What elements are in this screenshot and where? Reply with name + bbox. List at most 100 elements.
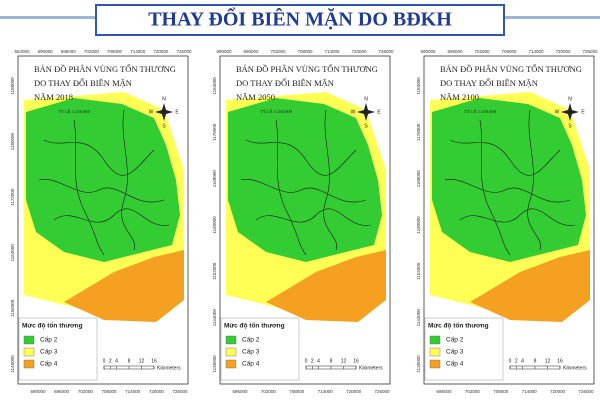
bottom-coordinate: 720000 <box>550 389 566 394</box>
top-coordinate: 726000 <box>582 49 598 54</box>
left-coordinate: 1184000 <box>212 77 217 95</box>
river <box>43 139 155 176</box>
left-coordinate: 1152000 <box>212 262 217 280</box>
river <box>449 139 561 176</box>
scale-ratio: TỶ LỆ 1:250.000 <box>464 109 497 114</box>
top-coordinate: 714000 <box>528 49 544 54</box>
scale-label: 16 <box>151 358 157 364</box>
top-coordinate: 702000 <box>270 49 286 54</box>
river <box>275 119 307 256</box>
scale-label: 4 <box>115 358 118 364</box>
bottom-coordinate: 696000 <box>232 389 248 394</box>
top-coordinate: 720000 <box>153 49 169 54</box>
scale-label: 0 <box>305 358 308 364</box>
river <box>121 109 135 251</box>
scale-label: 12 <box>545 358 551 364</box>
legend-title: Mức độ tổn thương <box>224 322 285 330</box>
scale-unit: Kilometers <box>359 365 383 371</box>
compass-label: E <box>581 109 585 115</box>
left-coordinate: 1160000 <box>212 216 217 234</box>
top-coordinate: 696000 <box>243 49 259 54</box>
bottom-coordinate: 696000 <box>436 389 452 394</box>
river <box>323 109 337 251</box>
legend-swatch <box>429 347 441 357</box>
compass-rose <box>155 103 173 121</box>
legend-label: Cấp 4 <box>242 359 260 368</box>
legend-label: Cấp 2 <box>446 335 464 344</box>
top-coordinate: 708000 <box>107 49 123 54</box>
bottom-coordinate: 720000 <box>346 389 362 394</box>
bottom-coordinate: 726000 <box>172 389 188 394</box>
legend-swatch <box>225 347 237 357</box>
bottom-coordinate: 714000 <box>522 389 538 394</box>
compass-label: W <box>149 109 154 115</box>
compass-label: N <box>162 96 166 102</box>
scale-label: 4 <box>317 358 320 364</box>
left-coordinate: 1148000 <box>10 355 15 373</box>
legend-swatch <box>23 347 35 357</box>
bottom-coordinate: 726000 <box>578 389 594 394</box>
left-coordinate: 1176000 <box>416 123 421 141</box>
scale-unit: Kilometers <box>563 365 587 371</box>
compass-label: S <box>364 123 368 129</box>
top-coordinate: 708000 <box>297 49 313 54</box>
legend-label: Cấp 2 <box>242 335 260 344</box>
scale-label: 12 <box>139 358 145 364</box>
legend-swatch <box>429 335 441 345</box>
zone-cap-2 <box>26 98 180 262</box>
top-coordinate: 696000 <box>61 49 77 54</box>
compass-label: S <box>568 123 572 129</box>
top-coordinate: 702000 <box>474 49 490 54</box>
map-title: DO THAY ĐỔI BIÊN MẶN <box>236 78 334 88</box>
bottom-coordinate: 702000 <box>465 389 481 394</box>
left-coordinate: 1164000 <box>10 244 15 262</box>
scale-ratio: TỶ LỆ 1:250.000 <box>58 109 91 114</box>
river <box>255 208 372 226</box>
bottom-coordinate: 708000 <box>101 389 117 394</box>
scale-label: 2 <box>515 358 518 364</box>
river <box>73 119 105 256</box>
legend-label: Cấp 4 <box>446 359 464 368</box>
map-title: DO THAY ĐỔI BIÊN MẶN <box>34 78 132 88</box>
bottom-coordinate: 714000 <box>318 389 334 394</box>
top-coordinate: 714000 <box>324 49 340 54</box>
map-title: BẢN ĐỒ PHÂN VÙNG TỔN THƯƠNG <box>236 64 378 74</box>
map-title: NĂM 2018 <box>34 92 73 102</box>
compass-label: W <box>555 109 560 115</box>
river <box>527 109 541 251</box>
legend-title: Mức độ tổn thương <box>428 322 489 330</box>
top-coordinate: 708000 <box>501 49 517 54</box>
header-box <box>95 4 505 36</box>
bottom-coordinate: 690000 <box>30 389 46 394</box>
zone-cap-4 <box>266 250 386 322</box>
top-coordinate: 714000 <box>130 49 146 54</box>
bottom-coordinate: 702000 <box>78 389 94 394</box>
zone-cap-2 <box>432 98 586 262</box>
legend-label: Cấp 3 <box>242 347 260 356</box>
map-panel: BẢN ĐỒ PHÂN VÙNG TỔN THƯƠNG DO THAY ĐỔI B… <box>10 49 192 394</box>
legend-swatch <box>225 335 237 345</box>
left-coordinate: 1172000 <box>10 188 15 206</box>
left-coordinate: 1168000 <box>416 170 421 188</box>
map-title: BẢN ĐỒ PHÂN VÙNG TỔN THƯƠNG <box>34 64 176 74</box>
scale-label: 8 <box>330 358 333 364</box>
scale-unit: Kilometers <box>157 365 181 371</box>
scale-label: 8 <box>128 358 131 364</box>
scale-ratio: TỶ LỆ 1:250.000 <box>260 109 293 114</box>
left-coordinate: 1176000 <box>212 123 217 141</box>
legend-swatch <box>23 359 35 369</box>
top-coordinate: 690000 <box>38 49 54 54</box>
scale-label: 8 <box>534 358 537 364</box>
top-coordinate: 726000 <box>176 49 192 54</box>
legend-swatch <box>429 359 441 369</box>
map-title: DO THAY ĐỔI BIÊN MẶN <box>440 78 538 88</box>
river <box>240 179 367 203</box>
legend-swatch <box>23 335 35 345</box>
left-coordinate: 1180000 <box>10 133 15 151</box>
header-title: THAY ĐỔI BIÊN MẶN DO BĐKH <box>148 7 452 31</box>
left-coordinate: 1156000 <box>10 299 15 317</box>
river <box>245 139 357 176</box>
scale-label: 0 <box>103 358 106 364</box>
